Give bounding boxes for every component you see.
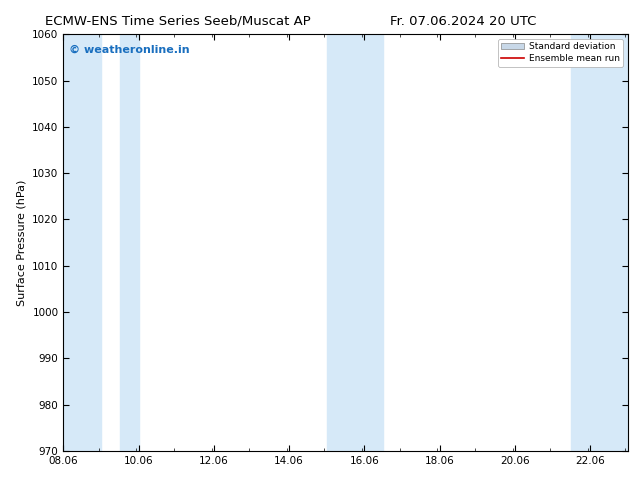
Text: © weatheronline.in: © weatheronline.in <box>69 45 190 55</box>
Y-axis label: Surface Pressure (hPa): Surface Pressure (hPa) <box>16 179 27 306</box>
Bar <box>571 34 628 451</box>
Text: ECMW-ENS Time Series Seeb/Muscat AP: ECMW-ENS Time Series Seeb/Muscat AP <box>44 15 311 28</box>
Bar <box>120 34 139 451</box>
Legend: Standard deviation, Ensemble mean run: Standard deviation, Ensemble mean run <box>498 39 623 67</box>
Bar <box>63 34 101 451</box>
Bar <box>327 34 383 451</box>
Text: Fr. 07.06.2024 20 UTC: Fr. 07.06.2024 20 UTC <box>390 15 536 28</box>
